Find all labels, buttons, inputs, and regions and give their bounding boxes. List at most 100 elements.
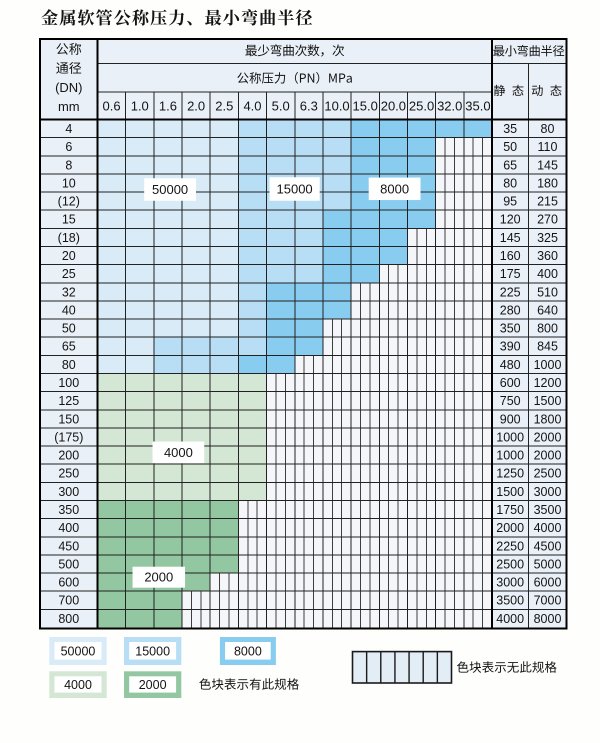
svg-text:600: 600 [500, 376, 521, 390]
svg-text:0.6: 0.6 [103, 98, 121, 113]
svg-text:600: 600 [58, 576, 79, 590]
svg-text:20: 20 [62, 249, 76, 263]
svg-text:1.0: 1.0 [131, 98, 149, 113]
svg-text:1000: 1000 [534, 358, 562, 372]
svg-text:280: 280 [500, 303, 521, 317]
svg-text:100: 100 [58, 376, 79, 390]
svg-text:845: 845 [537, 340, 558, 354]
svg-text:225: 225 [500, 285, 521, 299]
svg-text:95: 95 [503, 195, 517, 209]
svg-text:400: 400 [537, 267, 558, 281]
svg-text:2500: 2500 [534, 467, 562, 481]
svg-text:mm: mm [58, 99, 80, 114]
svg-text:2.0: 2.0 [187, 98, 205, 113]
svg-text:360: 360 [537, 249, 558, 263]
svg-text:800: 800 [537, 322, 558, 336]
svg-text:160: 160 [500, 249, 521, 263]
svg-text:8: 8 [65, 158, 72, 172]
svg-text:2000: 2000 [144, 570, 173, 585]
svg-text:4500: 4500 [534, 539, 562, 553]
svg-text:350: 350 [58, 503, 79, 517]
svg-text:150: 150 [58, 412, 79, 426]
svg-text:2000: 2000 [534, 449, 562, 463]
svg-text:1000: 1000 [496, 430, 524, 444]
svg-text:2.5: 2.5 [215, 98, 233, 113]
svg-text:32.0: 32.0 [437, 98, 462, 113]
svg-text:510: 510 [537, 285, 558, 299]
svg-text:350: 350 [500, 322, 521, 336]
svg-text:8000: 8000 [380, 181, 409, 196]
svg-text:20.0: 20.0 [381, 98, 406, 113]
svg-text:2000: 2000 [139, 678, 167, 692]
svg-text:(18): (18) [58, 231, 80, 245]
svg-text:3500: 3500 [534, 503, 562, 517]
svg-text:15000: 15000 [135, 644, 170, 658]
svg-text:15: 15 [62, 213, 76, 227]
svg-text:4000: 4000 [64, 678, 92, 692]
svg-text:4: 4 [65, 122, 72, 136]
svg-text:8000: 8000 [234, 644, 262, 658]
svg-text:1200: 1200 [534, 376, 562, 390]
svg-text:750: 750 [500, 394, 521, 408]
svg-text:500: 500 [58, 557, 79, 571]
svg-text:175: 175 [500, 267, 521, 281]
svg-text:2500: 2500 [496, 557, 524, 571]
svg-text:80: 80 [541, 122, 555, 136]
svg-text:900: 900 [500, 412, 521, 426]
svg-text:390: 390 [500, 340, 521, 354]
svg-text:10.0: 10.0 [324, 98, 349, 113]
svg-text:65: 65 [62, 340, 76, 354]
svg-text:250: 250 [58, 467, 79, 481]
svg-text:40: 40 [62, 303, 76, 317]
svg-text:110: 110 [538, 140, 558, 154]
svg-text:300: 300 [58, 485, 79, 499]
svg-text:1.6: 1.6 [159, 98, 177, 113]
svg-text:(DN): (DN) [55, 80, 82, 95]
svg-text:125: 125 [58, 394, 79, 408]
svg-text:5.0: 5.0 [272, 98, 290, 113]
svg-text:800: 800 [58, 612, 79, 626]
svg-text:700: 700 [58, 594, 79, 608]
svg-text:15.0: 15.0 [353, 98, 378, 113]
svg-text:640: 640 [537, 303, 558, 317]
svg-text:50: 50 [503, 140, 517, 154]
svg-text:25: 25 [62, 267, 76, 281]
svg-text:5000: 5000 [534, 557, 562, 571]
svg-text:145: 145 [537, 158, 558, 172]
svg-text:400: 400 [58, 521, 79, 535]
svg-text:2000: 2000 [496, 521, 524, 535]
svg-text:6: 6 [65, 140, 72, 154]
svg-text:3000: 3000 [496, 576, 524, 590]
svg-text:80: 80 [62, 358, 76, 372]
svg-text:65: 65 [503, 158, 517, 172]
svg-text:1250: 1250 [496, 467, 524, 481]
svg-text:50000: 50000 [152, 182, 188, 197]
svg-text:2000: 2000 [534, 430, 562, 444]
svg-text:6.3: 6.3 [300, 98, 318, 113]
svg-text:35: 35 [503, 122, 517, 136]
svg-text:50000: 50000 [61, 644, 96, 658]
svg-text:1800: 1800 [534, 412, 562, 426]
svg-text:325: 325 [537, 231, 558, 245]
svg-text:145: 145 [500, 231, 521, 245]
svg-text:450: 450 [58, 539, 79, 553]
svg-text:80: 80 [503, 176, 517, 190]
svg-text:35.0: 35.0 [465, 98, 490, 113]
svg-text:480: 480 [500, 358, 521, 372]
svg-text:7000: 7000 [534, 594, 562, 608]
svg-text:50: 50 [62, 322, 76, 336]
svg-text:(175): (175) [54, 430, 83, 444]
svg-text:(12): (12) [58, 195, 80, 209]
svg-text:4000: 4000 [534, 521, 562, 535]
svg-text:3000: 3000 [534, 485, 562, 499]
svg-text:6000: 6000 [534, 576, 562, 590]
svg-text:4000: 4000 [496, 612, 524, 626]
svg-text:1750: 1750 [496, 503, 524, 517]
svg-text:4000: 4000 [164, 445, 193, 460]
svg-text:4.0: 4.0 [243, 98, 261, 113]
svg-text:2250: 2250 [496, 539, 524, 553]
svg-text:3500: 3500 [496, 594, 524, 608]
svg-text:25.0: 25.0 [409, 98, 434, 113]
svg-text:120: 120 [500, 213, 521, 227]
svg-text:200: 200 [58, 449, 79, 463]
